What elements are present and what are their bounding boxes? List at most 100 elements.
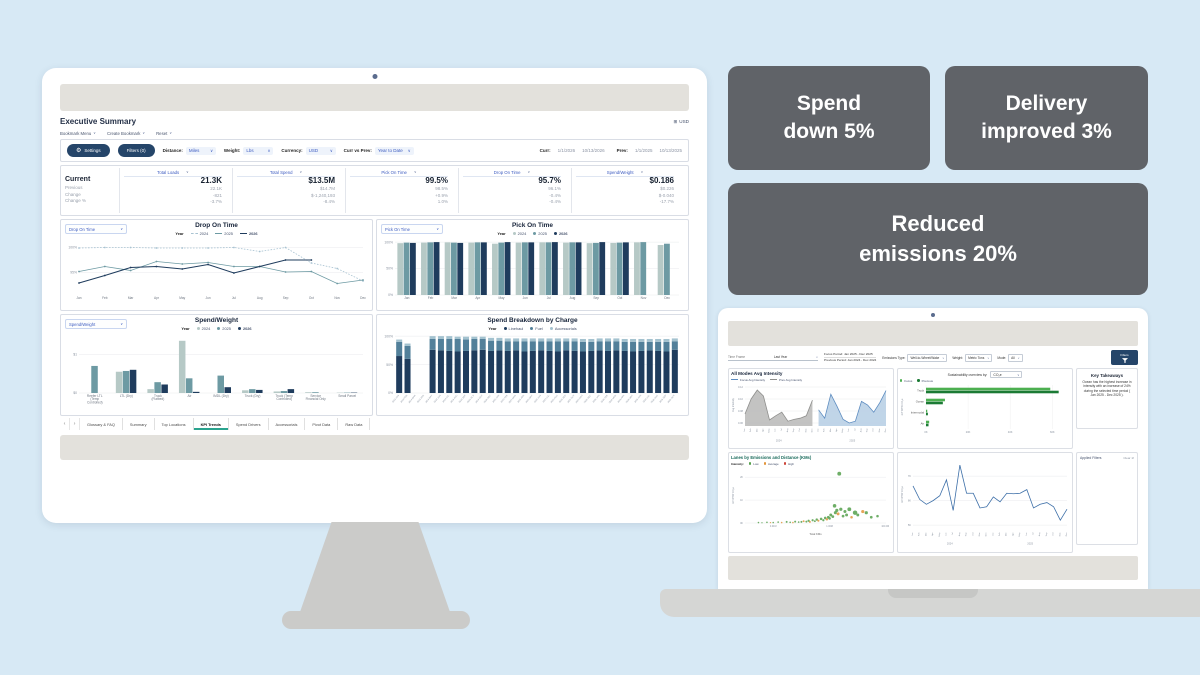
legend-swatch (549, 326, 553, 330)
time-frame-dropdown[interactable]: Time Frame Last Year ∨ (728, 355, 818, 361)
toolbar-field-dropdown[interactable]: Lbs ∨ (243, 146, 274, 155)
laptop-notch (888, 589, 978, 598)
funnel-icon (1121, 357, 1128, 363)
svg-text:$1: $1 (73, 353, 77, 357)
kpi-metric-dropdown[interactable]: Total Loads ∨ (124, 168, 222, 177)
svg-text:40K: 40K (1008, 430, 1013, 434)
svg-text:100.00M: 100.00M (881, 525, 889, 528)
kpi-metric-dropdown[interactable]: Drop On Time ∨ (463, 168, 561, 177)
tab-top-locations[interactable]: Top Locations (155, 418, 194, 430)
tab-glossary-faq[interactable]: Glossary & FAQ (80, 418, 123, 430)
svg-text:2024 DEC: 2024 DEC (484, 395, 492, 404)
legend-item[interactable]: Prev Avg Intensity (770, 378, 802, 382)
legend-item[interactable]: 2025 (215, 231, 233, 236)
svg-text:Reefer LTL: Reefer LTL (87, 394, 103, 398)
date-from[interactable]: 1/1/2025 (634, 148, 653, 153)
bookmark-menu-item[interactable]: Create Bookmark ∨ (107, 131, 145, 136)
toolbar-field-dropdown[interactable]: USD ∨ (305, 146, 336, 155)
kpi-cell: Total Loads ∨ 21.3K 22.1K -821 -3.7% (119, 168, 232, 213)
legend-item[interactable]: Fuel (530, 326, 543, 331)
legend-item[interactable]: 2024 (190, 231, 208, 236)
tab-spend-drivers[interactable]: Spend Drivers (229, 418, 269, 430)
svg-text:2025 JUN: 2025 JUN (534, 395, 542, 404)
legend-item[interactable]: Accessorials (549, 326, 577, 331)
svg-text:Feb: Feb (919, 532, 921, 536)
kpi-metric-dropdown[interactable]: Pick On Time ∨ (350, 168, 448, 177)
legend-item[interactable]: Previous (917, 379, 933, 383)
panel-lanes-scatter: Lanes by Emissions and Distance (KMs) In… (728, 452, 894, 553)
metric-dropdown-spend-weight[interactable]: Spend/Weight ∨ (65, 319, 127, 329)
svg-text:Apr: Apr (931, 532, 934, 536)
legend-item[interactable]: Focus (900, 379, 912, 383)
tab-pivot-data[interactable]: Pivot Data (305, 418, 339, 430)
date-from[interactable]: 1/1/2026 (557, 148, 576, 153)
legend-item[interactable]: 2026 (553, 231, 568, 236)
tab-scroll-right-icon[interactable]: › (70, 418, 80, 430)
svg-text:Nov: Nov (641, 296, 647, 300)
chevron-down-icon: ∨ (93, 131, 96, 135)
filters-button[interactable]: Filters (0) (117, 144, 155, 157)
laptop-filter-field: Mode: All ∨ (997, 353, 1023, 362)
bookmark-item-label: Bookmark Menu (60, 130, 92, 136)
date-to[interactable]: 10/13/2025 (659, 148, 682, 153)
clear-filters-button[interactable]: Clear ⊘ (1123, 456, 1134, 460)
svg-text:100%: 100% (384, 334, 393, 338)
svg-text:Apr: Apr (154, 296, 160, 300)
legend-item[interactable]: 2026 (239, 231, 258, 236)
svg-text:0.06: 0.06 (738, 421, 744, 425)
co2e-dropdown[interactable]: CO₂e ∨ (990, 371, 1023, 378)
svg-text:Jan: Jan (912, 532, 914, 536)
settings-button[interactable]: ⚙ Settings (67, 144, 110, 157)
legend-item[interactable]: 2024 (196, 326, 210, 331)
bookmark-menu-item[interactable]: Bookmark Menu ∨ (60, 131, 96, 136)
svg-text:LTL (Dry): LTL (Dry) (120, 394, 133, 398)
legend-item[interactable]: Average (763, 462, 779, 466)
kpi-metric-dropdown[interactable]: Total Spend ∨ (237, 168, 335, 177)
toolbar-field-dropdown[interactable]: Year to Date ∨ (374, 146, 414, 155)
clear-label: Clear (1123, 456, 1131, 460)
svg-text:2024 APR: 2024 APR (416, 394, 425, 404)
dropdown-value: Well-to-Wheel/Wake (910, 355, 940, 360)
filter-field-dropdown[interactable]: Metric Tons ∨ (965, 353, 993, 362)
toolbar-field-label: Weight: (223, 148, 241, 153)
svg-text:Controlled): Controlled) (276, 397, 292, 401)
svg-text:Aug: Aug (257, 296, 263, 300)
legend-item[interactable]: Low (748, 462, 759, 466)
callout-line: emissions 20% (859, 241, 1017, 266)
legend-item[interactable]: 2024 (512, 231, 526, 236)
metric-dropdown-drop-on-time[interactable]: Drop On Time ∨ (65, 224, 127, 234)
legend-item[interactable]: High (783, 462, 794, 466)
filter-field-label: Mode: (997, 355, 1007, 360)
focus-period: Focus Period: Jan 2025 - Dec 2025 (824, 352, 877, 358)
svg-text:2025 JUL: 2025 JUL (543, 394, 551, 403)
legend-item[interactable]: 2025 (217, 326, 231, 331)
svg-text:6K: 6K (908, 499, 911, 503)
laptop-filters-button[interactable]: Filters (1111, 350, 1138, 365)
tab-kpi-trends[interactable]: KPI Trends (194, 418, 229, 430)
legend-item[interactable]: Focus Avg Intensity (731, 378, 765, 382)
svg-text:May: May (498, 296, 504, 300)
toolbar-field-dropdown[interactable]: Miles ∨ (185, 146, 216, 155)
svg-text:Jun: Jun (775, 428, 777, 432)
metric-dropdown-pick-on-time[interactable]: Pick On Time ∨ (381, 224, 443, 234)
filter-field-dropdown[interactable]: All ∨ (1008, 353, 1023, 362)
svg-text:Dec: Dec (986, 533, 988, 537)
date-to[interactable]: 10/13/2026 (582, 148, 605, 153)
tab-accessorials[interactable]: Accessorials (269, 418, 306, 430)
kpi-metric-dropdown[interactable]: Spend/Weight ∨ (576, 168, 674, 177)
bookmark-menu-item[interactable]: Reset ∨ (156, 131, 172, 136)
legend-line-swatch (190, 232, 198, 234)
svg-text:Feb: Feb (428, 296, 434, 300)
svg-text:2025 AUG: 2025 AUG (550, 394, 559, 404)
date-range: Curr: 1/1/2026 10/13/2026 (540, 148, 605, 153)
svg-text:0.10: 0.10 (738, 397, 744, 401)
chevron-down-icon: ∨ (169, 131, 172, 135)
filter-field-dropdown[interactable]: Well-to-Wheel/Wake ∨ (907, 353, 948, 362)
legend-item[interactable]: Linehaul (503, 326, 523, 331)
legend-item[interactable]: 2025 (533, 231, 547, 236)
tab-scroll-left-icon[interactable]: ‹ (60, 418, 70, 430)
tab-summary[interactable]: Summary (123, 418, 155, 430)
tab-raw-data[interactable]: Raw Data (338, 418, 371, 430)
legend-item[interactable]: 2026 (237, 326, 252, 331)
svg-text:Feb: Feb (102, 296, 108, 300)
